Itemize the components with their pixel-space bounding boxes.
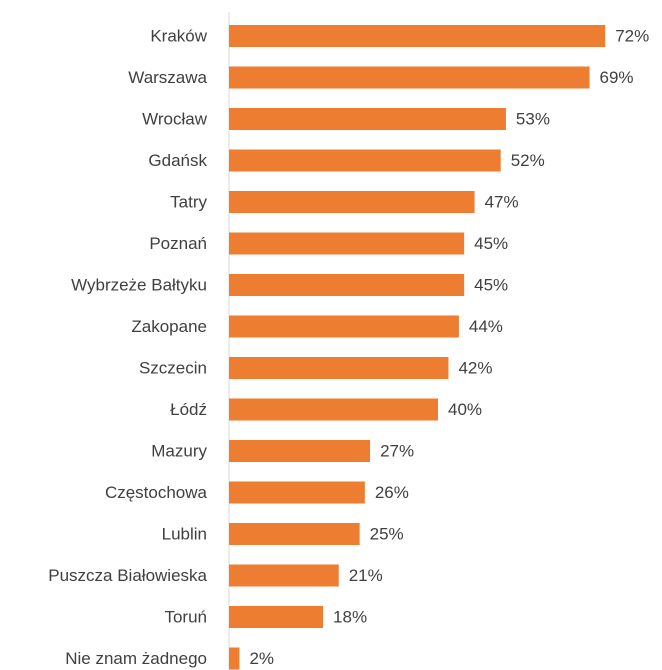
bar — [229, 440, 371, 462]
value-label: 42% — [458, 358, 492, 377]
value-label: 72% — [615, 26, 649, 45]
category-label: Warszawa — [128, 68, 207, 87]
value-label: 45% — [474, 234, 508, 253]
category-label: Wrocław — [142, 109, 208, 128]
value-label: 25% — [370, 524, 404, 543]
category-label: Zakopane — [131, 317, 207, 336]
bar — [229, 191, 475, 213]
value-label: 40% — [448, 400, 482, 419]
category-label: Nie znam żadnego — [65, 649, 207, 668]
bar — [229, 398, 438, 421]
bar — [229, 66, 590, 89]
bar — [229, 274, 465, 296]
value-label: 47% — [485, 192, 519, 211]
value-label: 52% — [511, 151, 545, 170]
bar — [229, 315, 459, 338]
value-label: 18% — [333, 607, 367, 626]
category-label: Łódź — [170, 400, 207, 419]
category-label: Mazury — [151, 441, 207, 460]
category-label: Puszcza Białowieska — [48, 566, 207, 585]
bar — [229, 149, 501, 172]
value-label: 44% — [469, 317, 503, 336]
bar — [229, 481, 365, 504]
category-label: Toruń — [164, 607, 207, 626]
value-label: 53% — [516, 109, 550, 128]
value-label: 69% — [600, 68, 634, 87]
category-label: Kraków — [150, 26, 207, 45]
value-label: 21% — [349, 566, 383, 585]
bar — [229, 523, 360, 545]
bar — [229, 357, 449, 379]
category-label: Poznań — [149, 234, 207, 253]
bar — [229, 564, 339, 587]
value-label: 45% — [474, 275, 508, 294]
bar — [229, 647, 240, 670]
value-label: 2% — [249, 649, 274, 668]
bar — [229, 108, 506, 130]
bar — [229, 606, 324, 628]
bar — [229, 232, 465, 255]
category-label: Tatry — [170, 192, 207, 211]
category-label: Wybrzeże Bałtyku — [71, 275, 207, 294]
value-label: 27% — [380, 441, 414, 460]
value-label: 26% — [375, 483, 409, 502]
category-label: Lublin — [162, 524, 207, 543]
bar — [229, 25, 606, 47]
category-label: Częstochowa — [105, 483, 208, 502]
category-label: Szczecin — [139, 358, 207, 377]
category-label: Gdańsk — [148, 151, 207, 170]
